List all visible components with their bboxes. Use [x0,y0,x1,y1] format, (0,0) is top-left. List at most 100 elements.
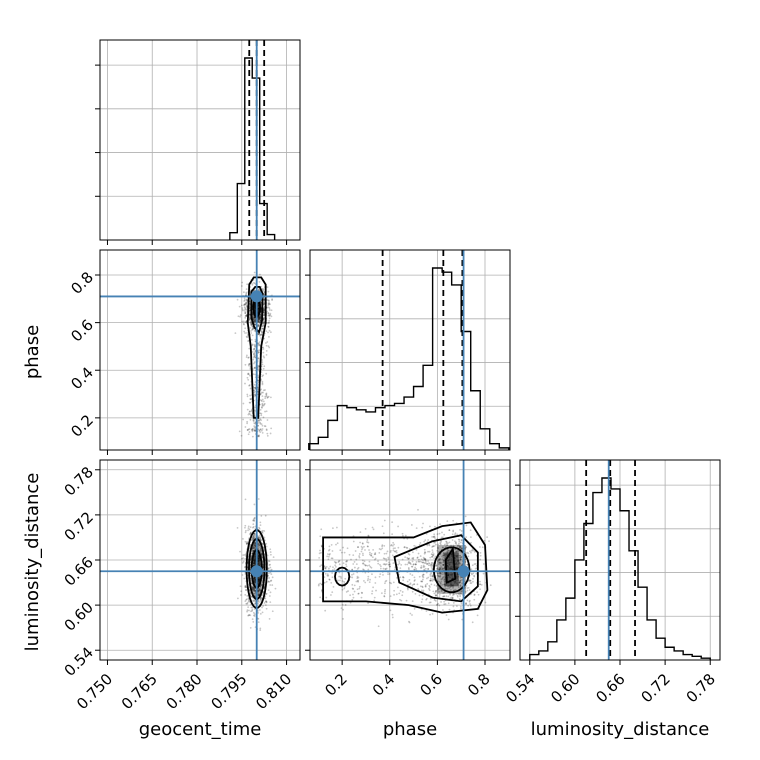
sample-point [239,315,241,318]
sample-point [246,542,248,545]
sample-point [241,574,244,576]
sample-point [244,303,246,306]
sample-point [395,593,398,596]
sample-point [429,586,431,588]
sample-point [248,315,251,318]
sample-point [480,583,483,586]
sample-point [483,539,486,542]
truth-marker [250,565,263,578]
sample-point [435,585,438,588]
sample-point [449,597,452,600]
sample-point [263,322,265,325]
sample-point [429,577,432,580]
sample-point [434,525,436,528]
sample-point [432,554,434,557]
sample-point [434,600,437,602]
histogram-panel-luminosity-distance: 0.54 0.60 0.66 0.72 0.78 [502,459,721,706]
scatter-panel-phase-vs-luminosity-distance: 0.2 0.4 0.6 0.8 [305,459,511,700]
sample-point [383,563,386,565]
sample-point [469,582,472,585]
sample-point [417,558,420,561]
sample-point [411,590,414,593]
sample-point [249,318,252,321]
sample-point [459,528,461,531]
sample-point [393,593,395,596]
sample-point [268,560,271,563]
sample-point [254,323,257,326]
sample-point [253,544,256,547]
sample-point [260,554,263,557]
sample-point [431,574,434,577]
sample-point [242,291,245,294]
sample-point [431,579,434,582]
sample-point [270,315,273,318]
x-tick-label: 0.2 [321,670,351,700]
y-axis-label-luminosity-distance: luminosity_distance [22,473,43,652]
sample-point [260,584,263,587]
sample-point [401,594,404,597]
sample-point [252,589,255,592]
sample-point [252,525,255,528]
sample-point [428,543,430,546]
sample-point [252,353,255,356]
sample-point [261,359,264,361]
sample-point [260,412,263,415]
sample-point [245,304,247,306]
sample-point [346,547,349,550]
sample-point [261,287,264,290]
y-tick-label: 0.2 [67,411,97,441]
sample-point [335,561,337,564]
sample-point [445,541,448,543]
sample-point [238,430,241,433]
sample-point [260,553,263,556]
sample-point [258,344,261,347]
sample-point [245,356,248,358]
sample-point [327,574,330,577]
sample-point [252,419,255,421]
sample-point [373,553,376,556]
sample-point [419,560,422,563]
sample-point [253,615,256,617]
panel-frame [99,39,301,241]
sample-point [398,592,401,595]
sample-point [384,592,386,595]
sample-point [455,593,458,595]
panel-frame [99,249,301,451]
sample-point [357,546,359,549]
panel-content [310,460,510,660]
sample-point [430,553,433,556]
sample-point [452,529,455,532]
sample-point [252,352,255,355]
sample-point [267,306,270,309]
sample-point [248,317,251,320]
sample-point [269,553,272,556]
sample-point [440,580,443,583]
sample-point [364,581,367,584]
sample-point [442,592,445,595]
sample-point [358,585,361,588]
sample-point [395,551,398,554]
sample-point [425,560,427,563]
sample-point [268,564,271,566]
sample-point [393,543,395,546]
sample-point [236,298,239,301]
sample-point [258,543,261,546]
sample-point [374,553,377,556]
sample-point [434,594,437,597]
sample-point [427,562,430,565]
sample-point [257,318,260,321]
sample-point [398,561,401,563]
sample-point [443,603,446,606]
sample-point [244,363,247,366]
sample-point [265,350,268,352]
sample-point [248,313,251,316]
sample-point [245,298,248,301]
sample-point [454,588,457,591]
sample-point [239,594,242,596]
sample-point [385,567,388,570]
sample-point [398,562,401,565]
sample-point [460,547,463,550]
sample-point [464,558,467,561]
sample-point [259,418,262,421]
sample-point [244,312,247,315]
